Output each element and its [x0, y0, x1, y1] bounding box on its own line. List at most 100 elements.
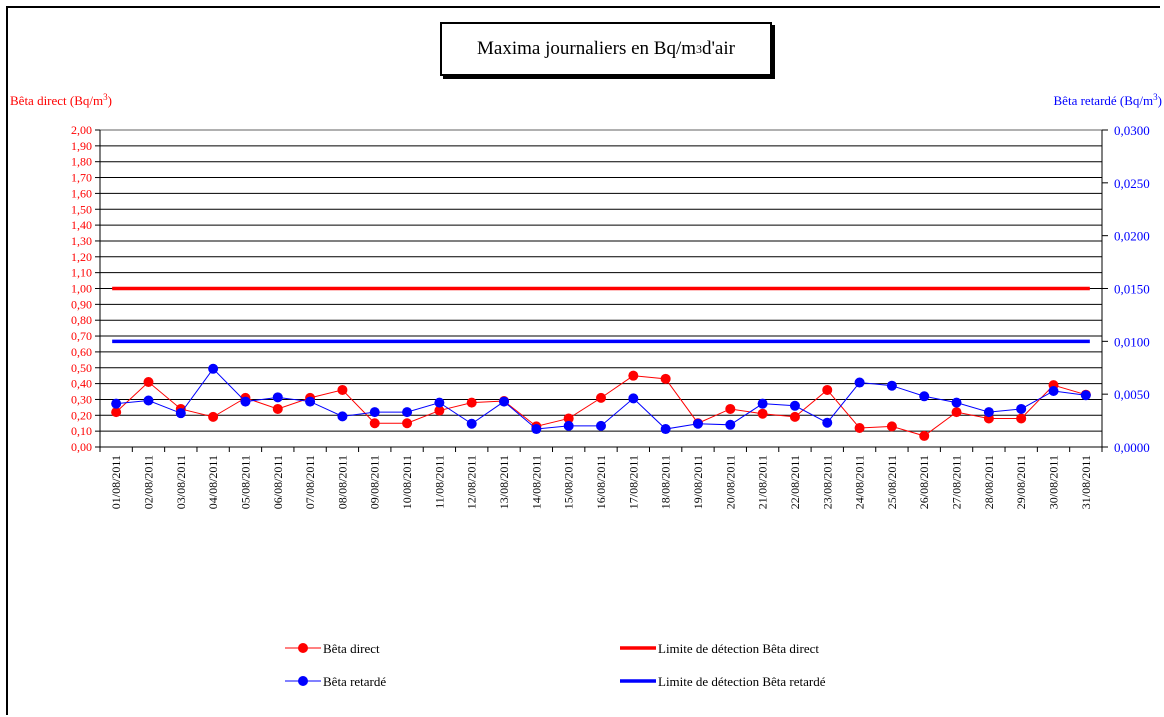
data-point: [434, 405, 445, 416]
y-left-tick-label: 1,40: [71, 218, 92, 232]
y-left-tick-label: 0,30: [71, 392, 92, 406]
x-tick-label: 11/08/2011: [432, 455, 446, 509]
data-point: [886, 421, 897, 432]
legend-label: Limite de détection Bêta direct: [658, 641, 819, 656]
data-point: [919, 430, 930, 441]
data-point: [628, 370, 639, 381]
data-point: [822, 417, 833, 428]
y-right-tick-label: 0,0000: [1114, 440, 1150, 455]
y-axis-left-title-text: Bêta direct (Bq/m: [10, 93, 104, 108]
data-point: [175, 408, 186, 419]
data-point: [725, 403, 736, 414]
data-point: [369, 418, 380, 429]
data-point: [757, 398, 768, 409]
x-tick-label: 29/08/2011: [1014, 455, 1028, 509]
x-tick-label: 08/08/2011: [335, 455, 349, 509]
data-point: [272, 392, 283, 403]
legend-label: Bêta direct: [323, 641, 380, 656]
data-point: [983, 407, 994, 418]
y-left-tick-label: 0,80: [71, 313, 92, 327]
legend-label: Limite de détection Bêta retardé: [658, 674, 826, 689]
y-left-tick-label: 0,70: [71, 329, 92, 343]
x-tick-label: 02/08/2011: [141, 455, 155, 509]
x-tick-label: 31/08/2011: [1079, 455, 1093, 509]
x-tick-label: 09/08/2011: [368, 455, 382, 509]
legend-label: Bêta retardé: [323, 674, 386, 689]
y-left-tick-label: 1,70: [71, 171, 92, 185]
data-point: [596, 420, 606, 431]
data-point: [822, 384, 833, 395]
x-tick-label: 23/08/2011: [820, 455, 834, 509]
y-left-tick-label: 0,20: [71, 408, 92, 422]
y-right-tick-label: 0,0200: [1114, 229, 1150, 244]
data-point: [886, 380, 897, 391]
data-point: [402, 418, 413, 429]
x-tick-label: 22/08/2011: [788, 455, 802, 509]
data-point: [1016, 403, 1027, 414]
data-point: [951, 407, 962, 418]
data-point: [563, 413, 574, 424]
data-point: [143, 377, 154, 388]
data-point: [240, 396, 251, 407]
y-left-tick-label: 2,00: [71, 123, 92, 137]
data-point: [499, 396, 510, 407]
y-right-tick-label: 0,0050: [1114, 387, 1150, 402]
x-tick-label: 27/08/2011: [950, 455, 964, 509]
x-tick-label: 05/08/2011: [238, 455, 252, 509]
data-point: [692, 418, 703, 429]
legend-marker: [298, 676, 308, 686]
y-axis-left-title-tail: ): [107, 93, 112, 108]
chart-title: Maxima journaliers en Bq/m 3 d'air: [440, 22, 772, 76]
data-point: [854, 377, 865, 388]
y-left-tick-label: 1,90: [71, 139, 92, 153]
x-tick-label: 12/08/2011: [465, 455, 479, 509]
x-tick-label: 06/08/2011: [271, 455, 285, 509]
x-tick-label: 21/08/2011: [756, 455, 770, 509]
data-point: [111, 398, 122, 409]
data-point: [660, 373, 671, 384]
data-point: [919, 391, 930, 402]
y-left-tick-label: 1,30: [71, 234, 92, 248]
y-left-tick-label: 0,00: [71, 440, 92, 454]
chart-title-exponent: 3: [696, 41, 702, 56]
y-axis-right-title: Bêta retardé (Bq/m3): [1054, 92, 1162, 109]
y-right-tick-label: 0,0250: [1114, 176, 1150, 191]
x-tick-label: 04/08/2011: [206, 455, 220, 509]
chart-title-tail: d'air: [702, 38, 735, 59]
x-tick-label: 24/08/2011: [853, 455, 867, 509]
data-point: [757, 408, 768, 419]
y-axis-right-title-text: Bêta retardé (Bq/m: [1053, 93, 1154, 108]
data-point: [466, 397, 477, 408]
legend-marker: [298, 643, 308, 653]
x-tick-label: 16/08/2011: [594, 455, 608, 509]
y-axis-left-title: Bêta direct (Bq/m3): [10, 92, 112, 109]
x-tick-label: 07/08/2011: [303, 455, 317, 509]
data-point: [466, 418, 477, 429]
data-point: [305, 396, 316, 407]
x-tick-label: 19/08/2011: [691, 455, 705, 509]
data-point: [531, 424, 542, 435]
data-point: [434, 397, 445, 408]
x-tick-label: 01/08/2011: [109, 455, 123, 509]
y-left-tick-label: 1,80: [71, 155, 92, 169]
y-left-tick-label: 0,50: [71, 361, 92, 375]
data-point: [208, 363, 219, 374]
gridlines: [100, 129, 1102, 432]
y-left-tick-label: 1,00: [71, 282, 92, 296]
data-point: [1048, 385, 1059, 396]
data-point: [854, 422, 865, 433]
data-point: [563, 420, 574, 431]
data-point: [337, 411, 348, 422]
x-tick-label: 25/08/2011: [885, 455, 899, 509]
data-point: [789, 411, 800, 422]
x-tick-label: 28/08/2011: [982, 455, 996, 509]
y-right-tick-label: 0,0300: [1114, 123, 1150, 138]
chart-frame: [6, 6, 1160, 715]
y-left-tick-label: 0,60: [71, 345, 92, 359]
data-point: [272, 403, 283, 414]
data-point: [725, 419, 736, 430]
y-left-tick-label: 1,60: [71, 186, 92, 200]
y-left-tick-label: 0,10: [71, 424, 92, 438]
data-point: [628, 393, 639, 404]
